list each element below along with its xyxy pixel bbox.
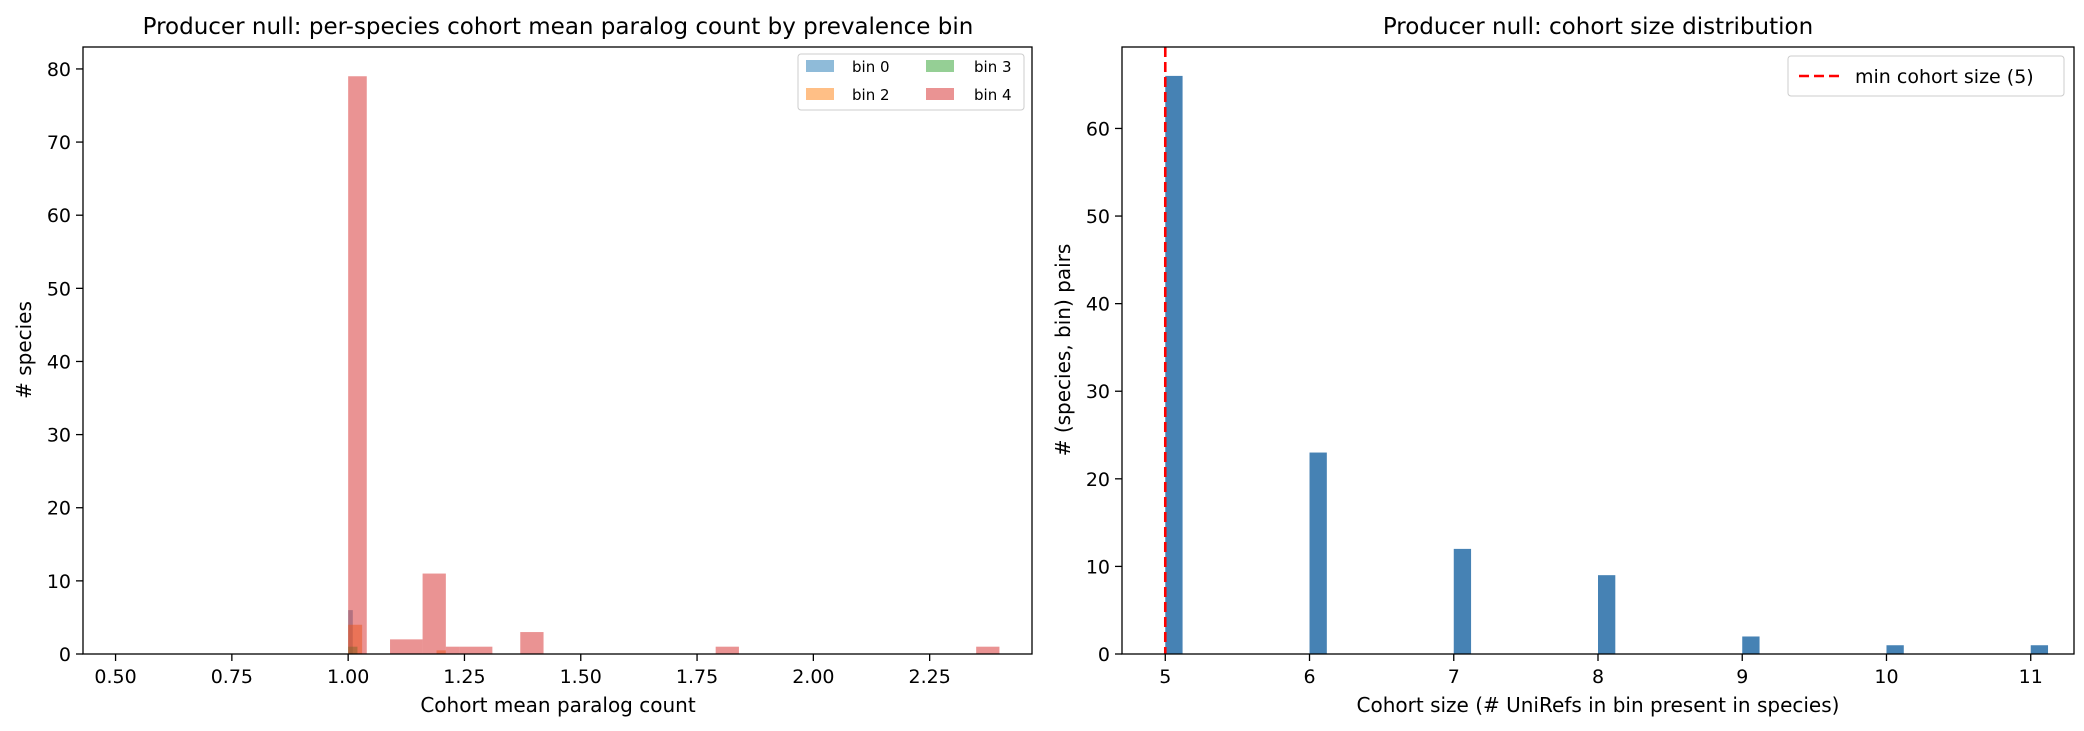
- legend-swatch-bin2: [806, 88, 834, 100]
- legend-entry-bin2: bin 2: [806, 86, 890, 104]
- right-legend: min cohort size (5): [1787, 55, 2065, 97]
- bar-series3-bin4: [459, 646, 493, 654]
- chart-cohort-mean-paralog: Producer null: per-species cohort mean p…: [12, 14, 1033, 717]
- left-y-axis-label: # species: [12, 301, 36, 399]
- right-x-tick-label-2: 7: [1448, 666, 1460, 688]
- bar-cohort-size-7: [1453, 548, 1472, 654]
- right-x-tick-label-4: 9: [1736, 666, 1748, 688]
- bar-cohort-size-6: [1309, 452, 1327, 654]
- legend-label-bin0: bin 0: [852, 58, 890, 76]
- legend-label-bin4: bin 4: [974, 86, 1012, 104]
- bar-series3-bin2: [422, 573, 446, 654]
- right-y-tick-label-3: 30: [1086, 381, 1110, 403]
- left-y-tick-label-3: 30: [47, 425, 71, 447]
- right-x-tick-label-5: 10: [1874, 666, 1898, 688]
- legend-label-bin2: bin 2: [852, 86, 890, 104]
- left-x-tick-label-0: 0.50: [94, 666, 136, 688]
- left-plot-frame: [82, 46, 1033, 655]
- left-legend-box: [797, 53, 1025, 111]
- chart-left-title: Producer null: per-species cohort mean p…: [143, 14, 974, 40]
- legend-label-bin3: bin 3: [974, 58, 1012, 76]
- bar-cohort-size-8: [1598, 575, 1616, 654]
- left-legend: bin 0 bin 2 bin 3 bin 4: [797, 53, 1025, 111]
- legend-swatch-bin4: [926, 88, 954, 100]
- left-y-tick-label-1: 10: [47, 571, 71, 593]
- bar-series3-bin0: [348, 76, 367, 654]
- bar-series3-bin1: [390, 639, 423, 654]
- right-x-tick-label-0: 5: [1159, 666, 1171, 688]
- legend-entry-bin0: bin 0: [806, 58, 890, 76]
- left-x-ticks: 0.50 0.75 1.00 1.25 1.50 1.75 2.00 2.25: [94, 654, 951, 688]
- right-plot-frame: [1121, 46, 2075, 655]
- left-x-axis-label: Cohort mean paralog count: [420, 693, 695, 717]
- legend-entry-bin3: bin 3: [926, 58, 1012, 76]
- chart-cohort-size-distribution: Producer null: cohort size distribution …: [1051, 14, 2075, 717]
- bar-series3-bin7: [976, 646, 1000, 654]
- right-y-axis-label: # (species, bin) pairs: [1051, 244, 1075, 457]
- right-y-tick-label-6: 60: [1086, 118, 1110, 140]
- left-x-tick-label-6: 2.00: [792, 666, 834, 688]
- left-y-tick-label-0: 0: [59, 644, 71, 666]
- right-x-tick-label-1: 6: [1303, 666, 1315, 688]
- left-x-tick-label-4: 1.50: [560, 666, 602, 688]
- left-x-tick-label-2: 1.00: [327, 666, 369, 688]
- legend-label-min-cohort: min cohort size (5): [1855, 66, 2034, 88]
- chart-right-title: Producer null: cohort size distribution: [1383, 14, 1813, 40]
- left-y-tick-label-4: 40: [47, 351, 71, 373]
- bar-cohort-size-9: [1742, 636, 1760, 654]
- bar-cohort-size-10: [1886, 645, 1904, 654]
- right-legend-box: [1787, 55, 2065, 97]
- left-y-tick-label-8: 80: [47, 59, 71, 81]
- bar-series3-bin3: [445, 646, 460, 654]
- right-y-tick-label-5: 50: [1086, 206, 1110, 228]
- right-y-tick-label-4: 40: [1086, 294, 1110, 316]
- bar-cohort-size-11: [2030, 645, 2049, 654]
- right-y-tick-label-1: 10: [1086, 556, 1110, 578]
- left-x-tick-label-5: 1.75: [676, 666, 718, 688]
- bar-cohort-size-5: [1165, 75, 1183, 654]
- legend-entry-bin4: bin 4: [926, 86, 1012, 104]
- left-histogram-bars: [348, 76, 1000, 654]
- legend-swatch-bin0: [806, 60, 834, 72]
- left-x-tick-label-7: 2.25: [909, 666, 951, 688]
- left-y-tick-label-5: 50: [47, 278, 71, 300]
- right-histogram-bars: [1165, 75, 2049, 654]
- bar-series3-bin6: [715, 646, 739, 654]
- right-y-ticks: 0 10 20 30 40 50 60: [1086, 118, 1122, 666]
- left-y-tick-label-6: 60: [47, 205, 71, 227]
- left-x-tick-label-3: 1.25: [443, 666, 485, 688]
- right-x-tick-label-3: 8: [1592, 666, 1604, 688]
- left-y-tick-label-7: 70: [47, 132, 71, 154]
- left-y-ticks: 0 10 20 30 40 50 60 70 80: [47, 59, 83, 666]
- left-y-tick-label-2: 20: [47, 498, 71, 520]
- left-x-tick-label-1: 0.75: [211, 666, 253, 688]
- right-y-tick-label-0: 0: [1098, 644, 1110, 666]
- right-y-tick-label-2: 20: [1086, 469, 1110, 491]
- right-x-axis-label: Cohort size (# UniRefs in bin present in…: [1357, 693, 1840, 717]
- right-x-ticks: 5 6 7 8 9 10 11: [1159, 654, 2043, 688]
- bar-series3-bin5: [520, 632, 544, 654]
- right-x-tick-label-6: 11: [2019, 666, 2043, 688]
- legend-swatch-bin3: [926, 60, 954, 72]
